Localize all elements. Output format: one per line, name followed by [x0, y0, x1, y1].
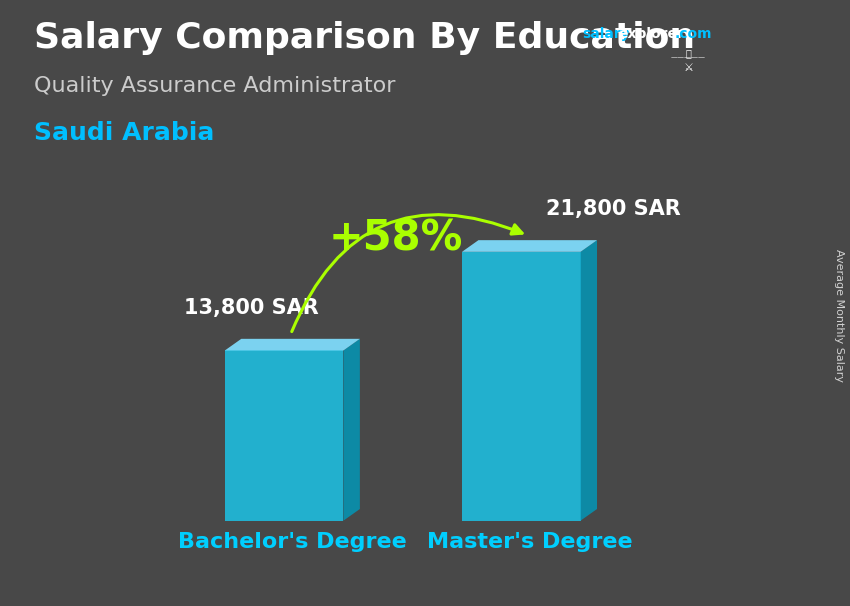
- Text: ﷽: ﷽: [686, 48, 691, 59]
- Text: Bachelor's Degree: Bachelor's Degree: [178, 532, 406, 552]
- Text: Master's Degree: Master's Degree: [427, 532, 632, 552]
- Polygon shape: [462, 252, 581, 521]
- Text: 13,800 SAR: 13,800 SAR: [184, 298, 319, 318]
- Text: Saudi Arabia: Saudi Arabia: [34, 121, 214, 145]
- Text: +58%: +58%: [329, 217, 463, 259]
- Text: explorer: explorer: [618, 27, 683, 41]
- Polygon shape: [343, 339, 360, 521]
- Text: Salary Comparison By Education: Salary Comparison By Education: [34, 21, 695, 55]
- Text: —————: —————: [671, 54, 706, 60]
- Polygon shape: [224, 339, 360, 350]
- Text: Average Monthly Salary: Average Monthly Salary: [834, 248, 844, 382]
- Text: ⚔: ⚔: [683, 63, 694, 73]
- Polygon shape: [224, 350, 343, 521]
- Text: 21,800 SAR: 21,800 SAR: [546, 199, 681, 219]
- Text: .com: .com: [675, 27, 712, 41]
- Polygon shape: [462, 240, 597, 252]
- Text: salary: salary: [582, 27, 630, 41]
- Polygon shape: [581, 240, 597, 521]
- Text: Quality Assurance Administrator: Quality Assurance Administrator: [34, 76, 395, 96]
